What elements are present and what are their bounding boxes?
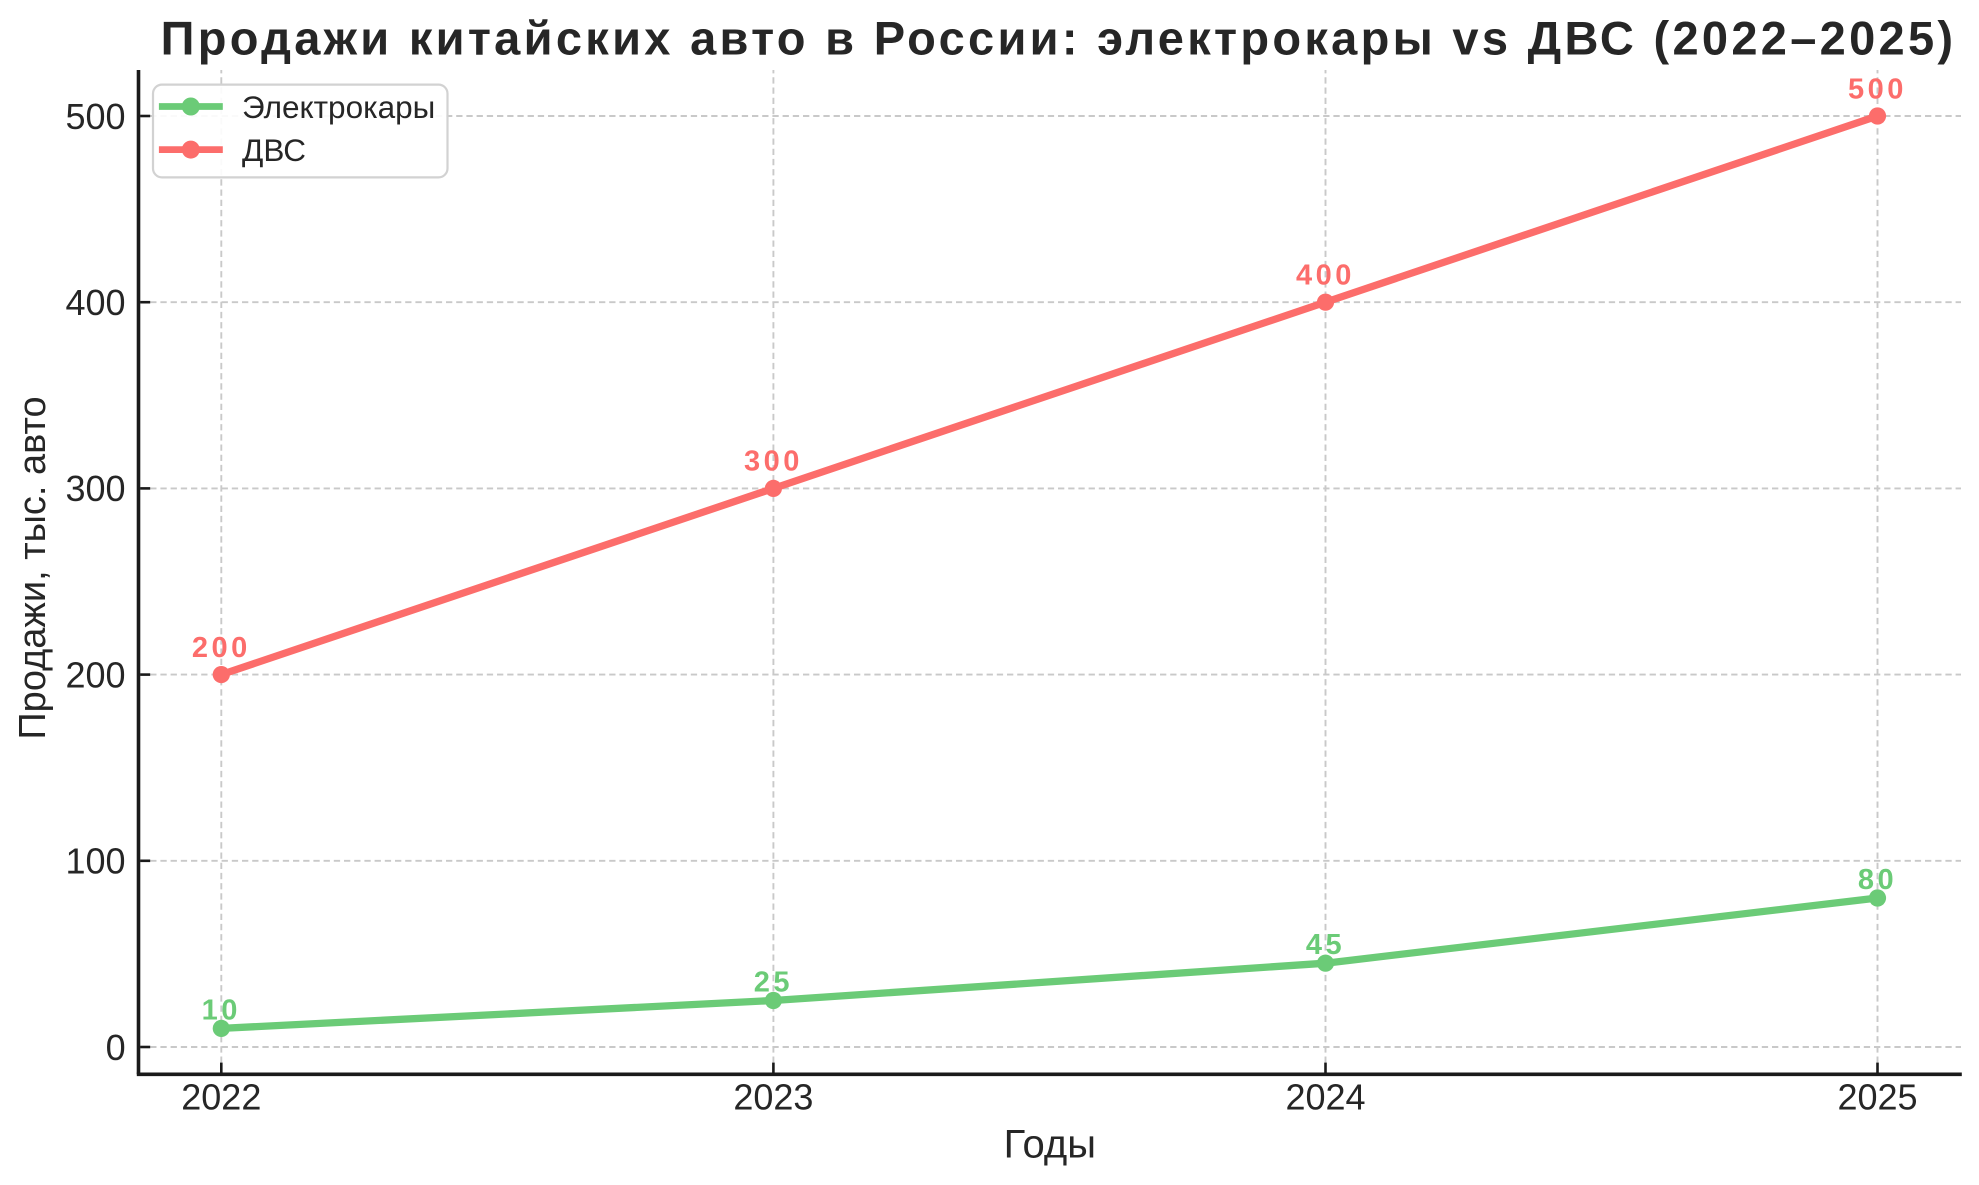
svg-text:2025: 2025 [1837, 1077, 1917, 1118]
svg-text:500: 500 [1848, 73, 1907, 105]
svg-text:200: 200 [192, 632, 251, 664]
svg-text:Электрокары: Электрокары [242, 89, 435, 125]
svg-text:200: 200 [66, 654, 126, 695]
svg-text:300: 300 [744, 446, 803, 478]
svg-text:400: 400 [66, 282, 126, 323]
svg-text:ДВС: ДВС [242, 132, 306, 168]
svg-text:2023: 2023 [733, 1077, 813, 1118]
svg-text:2024: 2024 [1285, 1077, 1365, 1118]
svg-text:80: 80 [1858, 864, 1897, 896]
svg-text:0: 0 [106, 1027, 126, 1068]
svg-text:10: 10 [202, 994, 241, 1026]
svg-text:100: 100 [66, 841, 126, 882]
svg-text:Годы: Годы [1004, 1123, 1096, 1167]
svg-text:Продажи китайских авто в Росси: Продажи китайских авто в России: электро… [161, 12, 1957, 65]
svg-text:2022: 2022 [181, 1077, 261, 1118]
svg-text:400: 400 [1296, 260, 1355, 292]
svg-text:45: 45 [1306, 929, 1345, 961]
svg-text:25: 25 [754, 966, 793, 998]
svg-text:300: 300 [66, 468, 126, 509]
svg-text:Продажи, тыс. авто: Продажи, тыс. авто [12, 396, 54, 739]
svg-text:500: 500 [66, 96, 126, 137]
